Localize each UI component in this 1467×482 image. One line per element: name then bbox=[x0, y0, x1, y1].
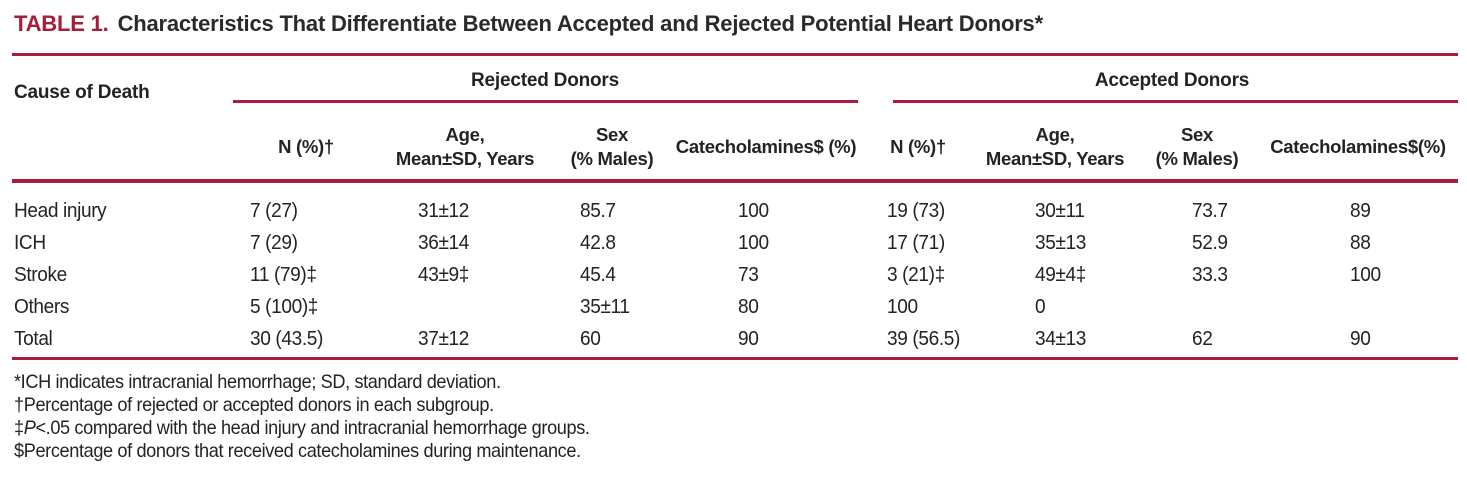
column-header-accepted-n: N (%)† bbox=[890, 136, 946, 157]
footnote-divider-rule bbox=[12, 357, 1458, 360]
table-row-stroke: Stroke 11 (79)‡ 43±9‡ 45.4 73 3 (21)‡ 49… bbox=[0, 263, 1467, 289]
cell-accepted-n: 17 (71) bbox=[887, 231, 945, 254]
footnote-dollar: $Percentage of donors that received cate… bbox=[14, 440, 581, 462]
cell-rejected-n: 30 (43.5) bbox=[250, 327, 323, 350]
column-header-accepted-sex: Sex (% Males) bbox=[1155, 124, 1239, 169]
column-header-rejected-catecholamines: Catecholamines$ (%) bbox=[675, 136, 857, 157]
cell-rejected-catecholamines: 80 bbox=[738, 295, 759, 318]
accepted-group-underline bbox=[893, 100, 1458, 103]
cell-accepted-sex: 33.3 bbox=[1192, 263, 1228, 286]
cell-accepted-sex: 52.9 bbox=[1192, 231, 1228, 254]
cell-rejected-n: 11 (79)‡ bbox=[250, 263, 317, 286]
cell-rejected-sex: 85.7 bbox=[580, 199, 616, 222]
cell-accepted-catecholamines: 100 bbox=[1350, 263, 1381, 286]
table-row-head-injury: Head injury 7 (27) 31±12 85.7 100 19 (73… bbox=[0, 199, 1467, 225]
group-header-rejected-donors: Rejected Donors bbox=[471, 70, 619, 91]
cell-accepted-n: 3 (21)‡ bbox=[887, 263, 945, 286]
column-header-accepted-catecholamines: Catecholamines$(%) bbox=[1270, 136, 1446, 157]
table-number-label: TABLE 1. bbox=[14, 11, 109, 36]
row-label: Head injury bbox=[14, 199, 107, 222]
cell-accepted-n: 39 (56.5) bbox=[887, 327, 960, 350]
cell-rejected-sex: 42.8 bbox=[580, 231, 616, 254]
table-title: TABLE 1. Characteristics That Differentia… bbox=[14, 11, 1043, 37]
table-row-ich: ICH 7 (29) 36±14 42.8 100 17 (71) 35±13 … bbox=[0, 231, 1467, 257]
cell-rejected-age: 43±9‡ bbox=[418, 263, 470, 286]
cell-rejected-sex: 60 bbox=[580, 327, 601, 350]
row-label: ICH bbox=[14, 231, 46, 254]
cell-rejected-sex: 45.4 bbox=[580, 263, 616, 286]
cell-rejected-n: 7 (27) bbox=[250, 199, 298, 222]
cell-accepted-n: 100 bbox=[887, 295, 918, 318]
column-header-rejected-n: N (%)† bbox=[278, 136, 334, 157]
table-row-others: Others 5 (100)‡ 35±11 80 100 0 bbox=[0, 295, 1467, 321]
cell-accepted-age: 49±4‡ bbox=[1035, 263, 1087, 286]
footnote-dagger: †Percentage of rejected or accepted dono… bbox=[14, 394, 494, 416]
cell-accepted-age: 30±11 bbox=[1035, 199, 1085, 222]
cell-rejected-catecholamines: 73 bbox=[738, 263, 759, 286]
cell-accepted-catecholamines: 90 bbox=[1350, 327, 1371, 350]
cell-accepted-catecholamines: 88 bbox=[1350, 231, 1371, 254]
row-label: Others bbox=[14, 295, 69, 318]
footnote-double-dagger: ‡P<.05 compared with the head injury and… bbox=[14, 417, 590, 439]
row-header-cause-of-death: Cause of Death bbox=[14, 82, 150, 103]
column-header-rejected-age: Age, Mean±SD, Years bbox=[395, 124, 535, 169]
cell-accepted-age: 34±13 bbox=[1035, 327, 1087, 350]
row-label: Total bbox=[14, 327, 53, 350]
group-header-accepted-donors: Accepted Donors bbox=[1094, 70, 1250, 91]
footnote-abbreviations: *ICH indicates intracranial hemorrhage; … bbox=[14, 371, 501, 393]
cell-rejected-age: 36±14 bbox=[418, 231, 470, 254]
cell-rejected-catecholamines: 100 bbox=[738, 231, 769, 254]
table-title-text: Characteristics That Differentiate Betwe… bbox=[117, 11, 1044, 36]
cell-rejected-sex: 35±11 bbox=[580, 295, 630, 318]
row-label: Stroke bbox=[14, 263, 67, 286]
cell-rejected-age: 31±12 bbox=[418, 199, 470, 222]
cell-accepted-age: 35±13 bbox=[1035, 231, 1087, 254]
cell-rejected-catecholamines: 100 bbox=[738, 199, 769, 222]
column-header-accepted-age: Age, Mean±SD, Years bbox=[985, 124, 1125, 169]
title-divider-rule bbox=[12, 53, 1458, 56]
rejected-group-underline bbox=[233, 100, 858, 103]
cell-accepted-n: 19 (73) bbox=[887, 199, 945, 222]
cell-rejected-age: 37±12 bbox=[418, 327, 470, 350]
cell-rejected-n: 5 (100)‡ bbox=[250, 295, 319, 318]
column-header-rejected-sex: Sex (% Males) bbox=[570, 124, 654, 169]
header-divider-rule bbox=[12, 179, 1458, 183]
cell-accepted-sex: 73.7 bbox=[1192, 199, 1228, 222]
cell-rejected-catecholamines: 90 bbox=[738, 327, 759, 350]
cell-accepted-catecholamines: 89 bbox=[1350, 199, 1371, 222]
cell-accepted-age: 0 bbox=[1035, 295, 1046, 318]
cell-rejected-n: 7 (29) bbox=[250, 231, 298, 254]
cell-accepted-sex: 62 bbox=[1192, 327, 1213, 350]
table-row-total: Total 30 (43.5) 37±12 60 90 39 (56.5) 34… bbox=[0, 327, 1467, 353]
